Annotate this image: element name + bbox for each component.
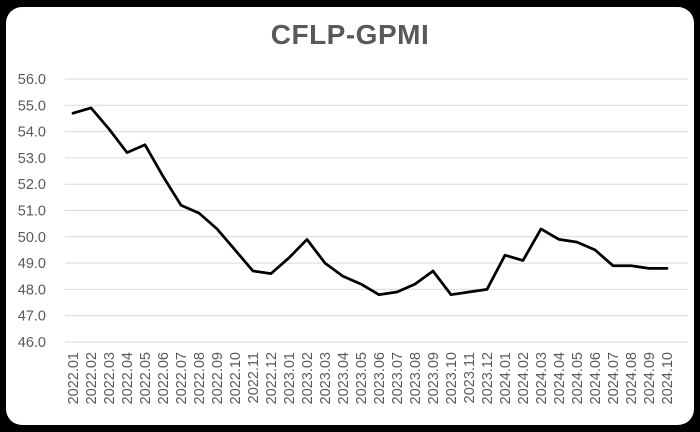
x-axis-tick-label: 2023.04 bbox=[336, 352, 352, 404]
x-axis-tick-label: 2023.08 bbox=[408, 352, 424, 404]
x-axis-tick-label: 2024.05 bbox=[570, 352, 586, 404]
x-axis-tick-label: 2022.10 bbox=[228, 352, 244, 404]
y-axis-tick-label: 52.0 bbox=[18, 177, 46, 193]
x-axis-tick-label: 2022.06 bbox=[156, 352, 172, 404]
x-axis-tick-label: 2023.09 bbox=[426, 352, 442, 404]
x-axis-tick-label: 2024.10 bbox=[660, 352, 676, 404]
x-axis-tick-label: 2023.06 bbox=[372, 352, 388, 404]
y-axis-tick-label: 48.0 bbox=[18, 282, 46, 298]
x-axis-tick-label: 2023.05 bbox=[354, 352, 370, 404]
x-axis-tick-label: 2022.04 bbox=[120, 352, 136, 404]
x-axis-tick-label: 2022.11 bbox=[246, 352, 262, 403]
x-axis-tick-label: 2022.05 bbox=[138, 352, 154, 404]
x-axis-tick-label: 2024.01 bbox=[498, 352, 514, 404]
x-axis-tick-label: 2024.08 bbox=[624, 352, 640, 404]
y-axis-tick-label: 51.0 bbox=[18, 204, 46, 220]
y-axis-tick-label: 50.0 bbox=[18, 230, 46, 246]
x-axis-tick-label: 2022.02 bbox=[84, 352, 100, 404]
chart-card: CFLP-GPMI 46.0 47.0 48.0 49.0 50.0 51.0 52.0 53… bbox=[6, 7, 694, 425]
x-axis-tick-label: 2023.01 bbox=[282, 352, 298, 404]
x-axis-tick-label: 2024.09 bbox=[642, 352, 658, 404]
x-axis-tick-label: 2024.04 bbox=[552, 352, 568, 404]
x-axis-tick-label: 2023.11 bbox=[462, 352, 478, 403]
y-axis-tick-label: 54.0 bbox=[18, 125, 46, 141]
plot-area-svg: 46.0 47.0 48.0 49.0 50.0 51.0 52.0 53.0 54.0 55.0… bbox=[18, 72, 688, 404]
y-axis-tick-label: 53.0 bbox=[18, 151, 46, 167]
x-axis-tick-label: 2022.09 bbox=[210, 352, 226, 404]
x-axis-tick-label: 2023.12 bbox=[480, 352, 496, 404]
x-axis-tick-label: 2024.07 bbox=[606, 352, 622, 404]
data-series-line bbox=[71, 106, 669, 297]
x-axis-tick-label: 2024.02 bbox=[516, 352, 532, 404]
x-axis-tick-label: 2022.08 bbox=[192, 352, 208, 404]
x-axis-tick-label: 2023.07 bbox=[390, 352, 406, 404]
y-axis-tick-label: 47.0 bbox=[18, 309, 46, 325]
chart-title: CFLP-GPMI bbox=[270, 19, 430, 50]
x-axis-tick-label: 2023.03 bbox=[318, 352, 334, 404]
x-axis-tick-label: 2023.10 bbox=[444, 352, 460, 404]
x-axis-tick-label: 2024.06 bbox=[588, 352, 604, 404]
x-axis-tick-label: 2023.02 bbox=[300, 352, 316, 404]
x-axis-tick-label: 2022.01 bbox=[66, 352, 82, 404]
x-axis-tick-label: 2022.07 bbox=[174, 352, 190, 404]
x-axis-tick-label: 2022.03 bbox=[102, 352, 118, 404]
x-axis-tick-label: 2024.03 bbox=[534, 352, 550, 404]
y-axis-tick-label: 56.0 bbox=[18, 72, 46, 88]
y-axis-tick-label: 55.0 bbox=[18, 98, 46, 114]
x-axis-tick-label: 2022.12 bbox=[264, 352, 280, 404]
y-axis-tick-label: 49.0 bbox=[18, 256, 46, 272]
y-axis-tick-label: 46.0 bbox=[18, 335, 46, 351]
